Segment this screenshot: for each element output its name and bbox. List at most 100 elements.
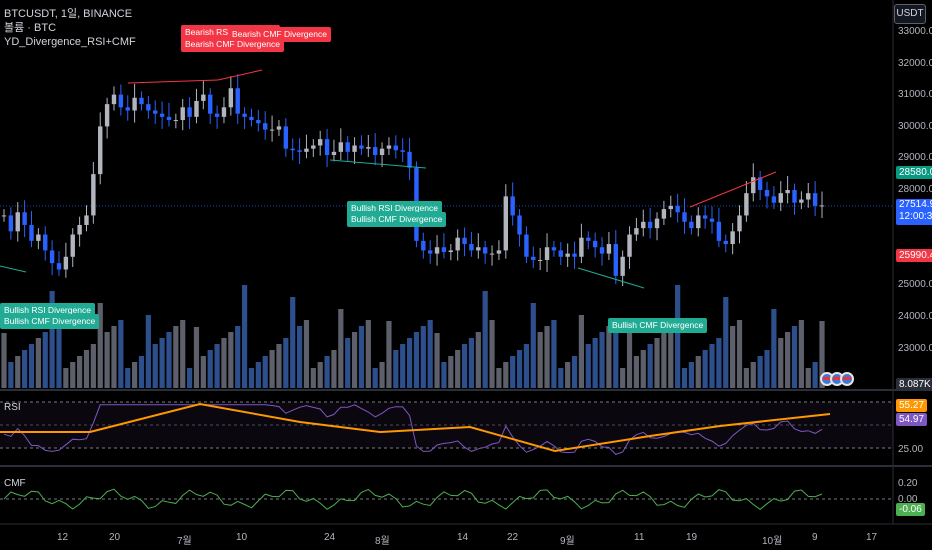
rsi-ma-line (0, 402, 831, 453)
volume-bar (310, 368, 316, 388)
candle-body (634, 228, 639, 235)
volume-bar (63, 368, 69, 388)
price-axis-tick: 28000.00 (898, 184, 932, 195)
candle-body (434, 247, 440, 254)
volume-bar (420, 326, 426, 388)
volume-bar (241, 285, 248, 388)
volume-bar (97, 303, 103, 388)
time-axis-tick: 10 (236, 532, 248, 543)
candle-body (228, 88, 234, 108)
candle-body (366, 147, 371, 149)
time-axis-tick: 20 (109, 532, 121, 543)
volume-bar (365, 320, 371, 388)
candle-body (1, 215, 7, 217)
volume-bar (496, 368, 502, 388)
candle-body (338, 142, 344, 152)
volume-bar (599, 332, 605, 388)
volume-bar (104, 332, 110, 388)
volume-bar (317, 362, 323, 388)
candle-body (194, 100, 199, 117)
indicator-legend: YD_Divergence_RSI+CMF (4, 36, 136, 48)
volume-bar (296, 326, 303, 388)
event-flags[interactable] (820, 372, 854, 386)
time-axis-tick: 19 (686, 532, 698, 543)
us-flag-icon[interactable] (840, 372, 854, 386)
volume-bar (434, 333, 440, 388)
candle-body (256, 120, 261, 124)
volume-bar (283, 338, 289, 388)
time-axis-tick: 8월 (375, 536, 390, 547)
volume-bar (743, 368, 749, 388)
volume-bar (159, 338, 165, 388)
candle-body (187, 107, 192, 117)
candle-body (201, 94, 206, 101)
candle-body (386, 145, 392, 149)
volume-bar (372, 368, 378, 388)
candle-body (400, 150, 405, 152)
candle-body (263, 123, 268, 130)
volume-bar (138, 356, 145, 388)
volume-bar (461, 344, 468, 388)
symbol-legend: BTCUSDT, 1일, BINANCE (4, 8, 133, 20)
candle-body (29, 224, 34, 241)
volume-bar (214, 344, 220, 388)
countdown-timer: 12:00:34 (899, 211, 932, 222)
volume-bar (523, 344, 530, 388)
volume-bar (42, 332, 48, 388)
price-axis-tick: 31000.00 (898, 89, 932, 100)
time-axis-tick: 22 (507, 532, 519, 543)
candle-body (180, 107, 185, 121)
time-axis-tick: 9월 (560, 536, 575, 547)
volume-bar (571, 356, 578, 388)
volume-bar (681, 368, 688, 388)
candle-body (84, 215, 89, 225)
candle-body (792, 190, 797, 203)
candle-body (77, 224, 82, 235)
volume-bar (152, 344, 158, 388)
bearish-divergence-line (127, 79, 219, 84)
candle-body (249, 116, 254, 121)
price-axis-tick: 32000.00 (898, 58, 932, 69)
candle-body (462, 237, 467, 245)
volume-bar (785, 332, 791, 388)
volume-bar (489, 320, 495, 388)
candle-body (551, 247, 557, 251)
candle-body (166, 116, 172, 121)
candle-body (8, 215, 14, 232)
candle-body (43, 234, 48, 251)
candle-body (22, 212, 27, 225)
candle-body (125, 107, 130, 111)
candle-body (208, 94, 213, 114)
volume-bar (750, 362, 756, 388)
candle-body (448, 250, 454, 253)
candle-body (696, 215, 701, 229)
bearish-divergence-line (217, 69, 263, 81)
volume-bar (764, 350, 770, 388)
candle-body (510, 196, 515, 216)
volume-bar (351, 332, 358, 388)
candle-body (806, 193, 811, 200)
currency-button[interactable]: USDT (894, 4, 926, 24)
candle-body (778, 193, 783, 203)
volume-bar (537, 332, 543, 388)
volume-bar (70, 362, 76, 388)
candle-body (290, 148, 295, 151)
candle-body (372, 147, 378, 156)
candle-body (159, 113, 165, 117)
price-axis-tick: 23000.00 (898, 343, 932, 354)
volume-bar (640, 350, 646, 388)
price-axis-tick: 24000.00 (898, 311, 932, 322)
candle-body (620, 256, 625, 276)
volume-bar (269, 350, 275, 388)
volume-bar (468, 338, 475, 388)
volume-bar (379, 362, 385, 388)
candle-body (283, 126, 289, 149)
candle-body (579, 237, 584, 257)
candle-body (785, 190, 790, 194)
volume-bar (530, 303, 536, 388)
rsi-value: 54.97 (896, 413, 928, 426)
candle-body (276, 126, 282, 130)
price-axis-tick: 25000.00 (898, 279, 932, 290)
